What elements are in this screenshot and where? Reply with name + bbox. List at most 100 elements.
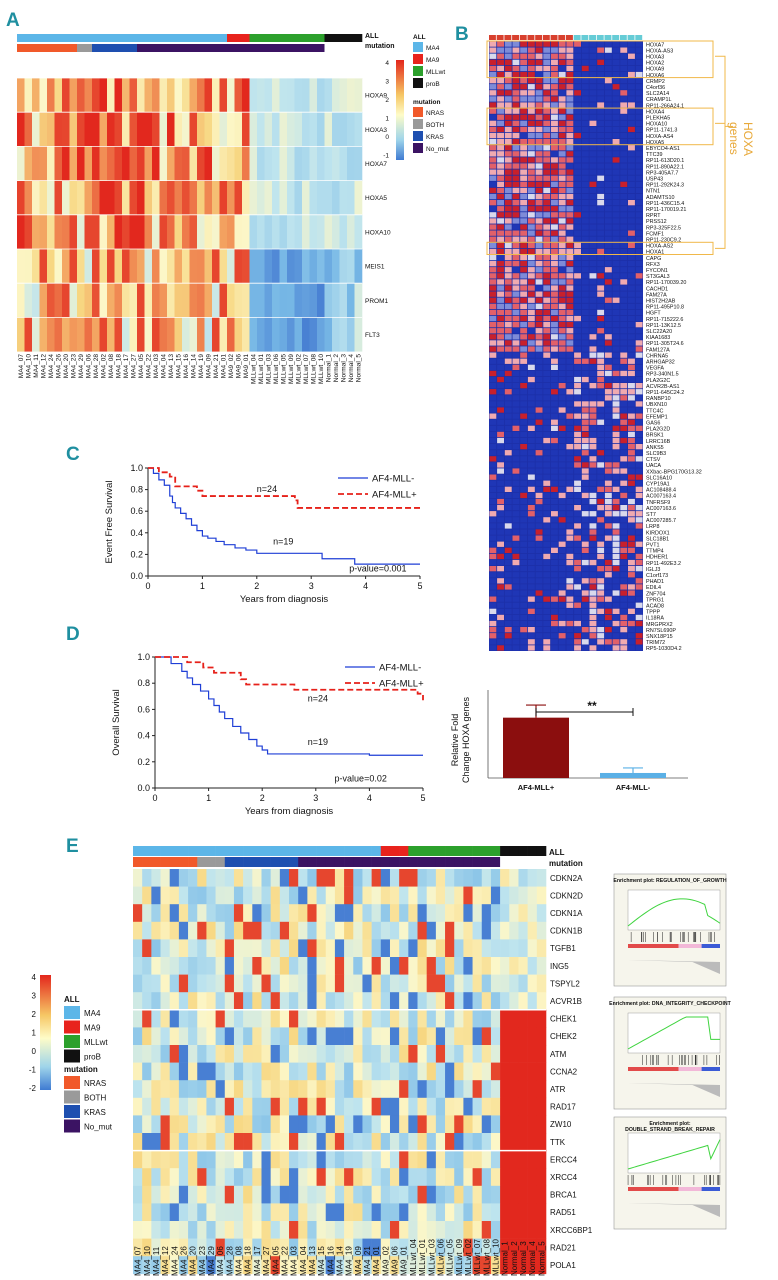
panel-b-heatmap-cell bbox=[558, 364, 566, 370]
panel-e-heatmap-cell bbox=[463, 1133, 473, 1151]
panel-b-heatmap-cell bbox=[581, 602, 589, 608]
panel-b-heatmap-cell bbox=[628, 511, 635, 517]
panel-e-sample-label: MLLwt_07 bbox=[473, 1239, 482, 1276]
panel-e-heatmap-cell bbox=[142, 1221, 152, 1239]
panel-a-heatmap-cell bbox=[137, 146, 145, 181]
panel-e-mutation-label: mutation bbox=[549, 859, 583, 868]
panel-e-heatmap-cell bbox=[380, 886, 391, 905]
panel-b-heatmap-cell bbox=[597, 71, 605, 78]
panel-b-heatmap-cell bbox=[635, 108, 643, 114]
panel-b-heatmap-cell bbox=[597, 444, 605, 450]
panel-e-heatmap-cell bbox=[316, 957, 327, 975]
panel-b-heatmap-cell bbox=[504, 59, 512, 65]
panel-e-heatmap-cell bbox=[169, 1045, 180, 1063]
panel-b-heatmap-cell bbox=[551, 529, 558, 535]
panel-b-heatmap-cell bbox=[612, 169, 620, 175]
panel-e-heatmap-cell bbox=[353, 1168, 363, 1187]
panel-e-heatmap-cell bbox=[454, 1185, 464, 1204]
panel-e-heatmap-cell bbox=[481, 1168, 492, 1187]
panel-b-heatmap-cell bbox=[604, 498, 612, 505]
panel-e-heatmap-cell bbox=[334, 904, 345, 923]
panel-a-heatmap-cell bbox=[324, 112, 333, 147]
panel-e-heatmap-cell bbox=[500, 1221, 510, 1239]
panel-e-heatmap-cell bbox=[206, 1168, 216, 1187]
panel-e-heatmap-cell bbox=[362, 992, 372, 1011]
panel-b-heatmap-cell bbox=[558, 236, 566, 242]
panel-b-heatmap-cell bbox=[635, 627, 643, 633]
panel-b-heatmap-cell bbox=[597, 383, 605, 389]
panel-b-heatmap-cell bbox=[566, 169, 574, 175]
panel-b-heatmap-cell bbox=[620, 370, 628, 377]
panel-b-heatmap-cell bbox=[581, 596, 589, 602]
panel-e-heatmap-cell bbox=[472, 1203, 483, 1222]
panel-a-heatmap-cell bbox=[332, 180, 340, 215]
panel-e-heatmap-cell bbox=[481, 957, 492, 975]
panel-a-legend-swatch bbox=[413, 42, 423, 52]
panel-e-heatmap-cell bbox=[518, 974, 528, 993]
panel-e-heatmap-cell bbox=[151, 1115, 161, 1134]
panel-e-heatmap-cell bbox=[417, 904, 427, 923]
panel-e-heatmap-cell bbox=[371, 1203, 382, 1222]
panel-e-heatmap-cell bbox=[252, 904, 262, 923]
panel-a-scale-tick: 1 bbox=[385, 116, 389, 123]
panel-e-heatmap-cell bbox=[298, 1203, 308, 1222]
panel-e-heatmap-cell bbox=[233, 1256, 244, 1275]
panel-b-heatmap-cell bbox=[566, 566, 574, 572]
panel-b-heatmap-cell bbox=[604, 419, 612, 425]
panel-e-heatmap-cell bbox=[307, 1080, 317, 1099]
panel-b-heatmap-cell bbox=[558, 248, 566, 255]
panel-a-heatmap-cell bbox=[107, 283, 115, 318]
panel-b-heatmap-cell bbox=[566, 315, 574, 322]
panel-b-heatmap-cell bbox=[612, 108, 620, 114]
panel-b-heatmap-cell bbox=[635, 114, 643, 120]
panel-e-heatmap-cell bbox=[298, 939, 308, 958]
panel-b-heatmap-cell bbox=[589, 523, 597, 529]
panel-e-heatmap-cell bbox=[243, 957, 253, 975]
panel-b-heatmap-cell bbox=[551, 267, 558, 273]
panel-b-heatmap-cell bbox=[635, 480, 643, 486]
panel-a-all-annotation-cell bbox=[92, 34, 100, 42]
panel-b-heatmap-cell bbox=[520, 486, 528, 492]
panel-b-heatmap-cell bbox=[604, 78, 612, 84]
panel-b-heatmap-cell bbox=[620, 261, 628, 267]
panel-b-heatmap-cell bbox=[620, 102, 628, 108]
panel-c-x-tick: 3 bbox=[309, 581, 314, 591]
panel-b-heatmap-cell bbox=[489, 218, 497, 224]
panel-a-heatmap-cell bbox=[92, 112, 100, 147]
panel-a-heatmap-cell bbox=[324, 146, 333, 181]
panel-b-heatmap-cell bbox=[604, 169, 612, 175]
panel-a-all-annotation-cell bbox=[287, 34, 295, 42]
panel-e-heatmap-cell bbox=[454, 1009, 464, 1028]
panel-e-heatmap-cell bbox=[270, 1221, 281, 1239]
panel-b-heatmap-cell bbox=[489, 511, 497, 517]
panel-b-heatmap-cell bbox=[512, 535, 520, 541]
panel-b-gene-label: USP43 bbox=[646, 177, 663, 183]
panel-a-heatmap-cell bbox=[324, 283, 333, 318]
panel-b-heatmap-cell bbox=[612, 523, 620, 529]
panel-b-heatmap-cell bbox=[558, 261, 566, 267]
panel-b-heatmap-cell bbox=[635, 572, 643, 578]
panel-b-heatmap-cell bbox=[635, 505, 643, 511]
panel-b-heatmap-cell bbox=[635, 78, 643, 84]
panel-b-heatmap-cell bbox=[558, 334, 566, 340]
panel-b-bar-chart: AF4-MLL+ AF4-MLL- Relative Fold Change HO… bbox=[450, 690, 688, 792]
panel-a-heatmap-cell bbox=[309, 317, 318, 352]
panel-e-heatmap-cell bbox=[279, 1027, 290, 1046]
panel-b-heatmap-cell bbox=[635, 322, 643, 328]
panel-b-heatmap-cell bbox=[504, 132, 512, 139]
panel-b-heatmap-cell bbox=[489, 352, 497, 358]
panel-b-heatmap-cell bbox=[635, 187, 643, 194]
panel-b-heatmap-cell bbox=[628, 547, 635, 553]
panel-b-heatmap-cell bbox=[597, 364, 605, 370]
panel-b-heatmap-cell bbox=[574, 608, 581, 614]
panel-b-heatmap-cell bbox=[574, 462, 581, 468]
panel-b-heatmap-cell bbox=[620, 437, 628, 444]
panel-b-gene-label: HOXA6 bbox=[646, 73, 664, 79]
panel-b-heatmap-cell bbox=[497, 315, 504, 322]
panel-b-heatmap-cell bbox=[543, 139, 551, 145]
panel-e-heatmap-cell bbox=[500, 1080, 510, 1099]
panel-e-heatmap-cell bbox=[325, 1045, 336, 1063]
panel-e-heatmap-cell bbox=[178, 1080, 189, 1099]
panel-b-heatmap-cell bbox=[628, 395, 635, 401]
panel-e-heatmap-cell bbox=[527, 1238, 538, 1257]
